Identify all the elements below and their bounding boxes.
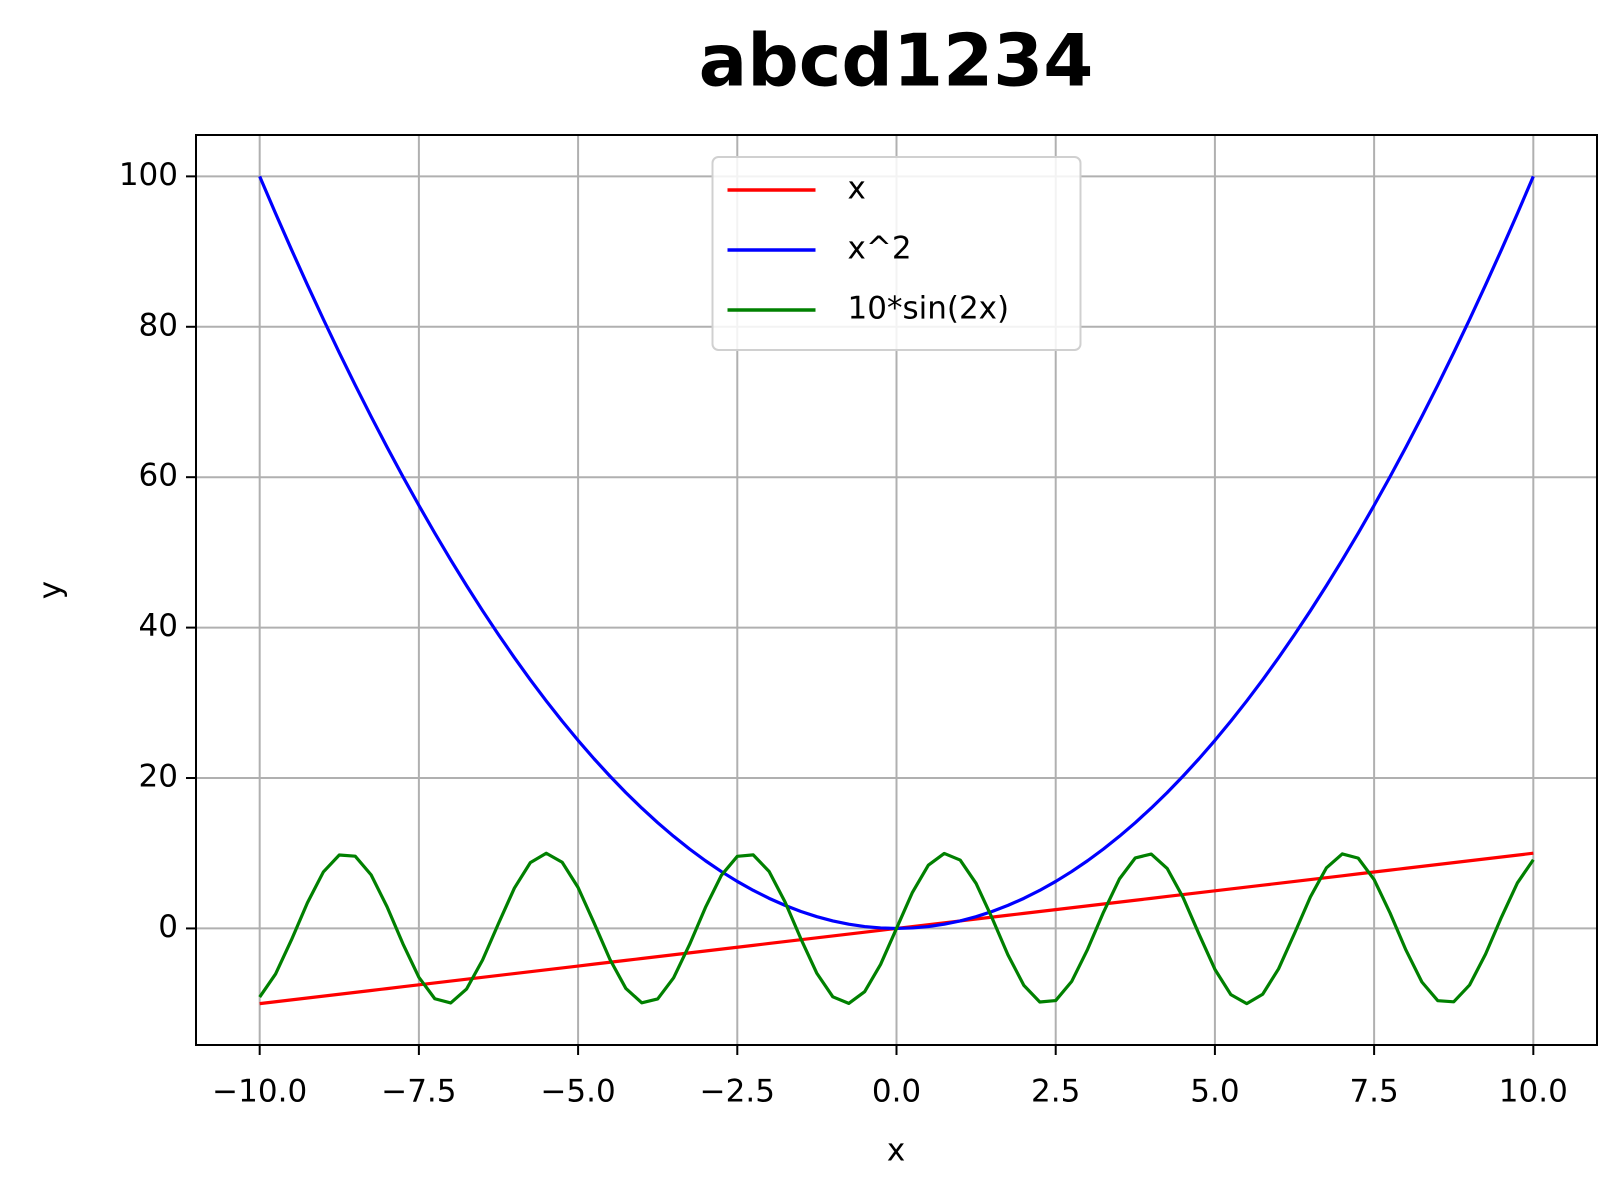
legend-box <box>711 156 1082 351</box>
x-tick-label: −5.0 <box>540 1074 615 1110</box>
y-axis-label: y <box>33 581 69 599</box>
line <box>258 851 1535 1006</box>
y-tick-label: 100 <box>119 157 178 193</box>
x-tick-label: 5.0 <box>1190 1074 1239 1110</box>
legend-label: x^2 <box>848 231 912 267</box>
x-tick-label: 10.0 <box>1499 1074 1568 1110</box>
x-tick-label: 2.5 <box>1031 1074 1080 1110</box>
x-tick-label: −2.5 <box>700 1074 775 1110</box>
y-tick-label: 80 <box>139 307 178 343</box>
y-tick-label: 0 <box>158 909 178 945</box>
x-axis-label: x <box>887 1133 905 1169</box>
y-tick-label: 20 <box>139 759 178 795</box>
y-tick-label: 40 <box>139 608 178 644</box>
y-tick-label: 60 <box>139 458 178 494</box>
x-tick-label: 0.0 <box>872 1074 921 1110</box>
x-tick-label: −7.5 <box>381 1074 456 1110</box>
x-tick-label: −10.0 <box>212 1074 307 1110</box>
x-tick-label: 7.5 <box>1349 1074 1398 1110</box>
legend-label: x <box>848 171 866 207</box>
legend-label: 10*sin(2x) <box>848 291 1010 327</box>
plot-frame <box>195 134 1598 1046</box>
chart-title: abcd1234 <box>699 19 1094 103</box>
